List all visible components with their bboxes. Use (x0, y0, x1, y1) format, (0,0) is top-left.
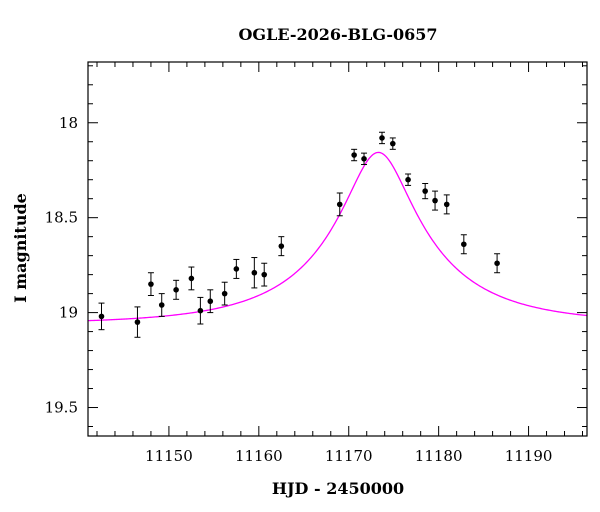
data-marker (405, 176, 411, 183)
axis-ticks (88, 62, 587, 436)
y-tick-label: 18.5 (45, 209, 78, 227)
y-axis-label: I magnitude (11, 193, 30, 303)
data-point (460, 234, 467, 255)
data-point (261, 262, 268, 287)
data-marker (251, 269, 258, 276)
data-marker (351, 152, 357, 158)
data-point (379, 131, 386, 145)
data-marker (443, 201, 450, 208)
y-tick-label: 19 (59, 304, 78, 322)
x-axis-label: HJD - 2450000 (272, 479, 404, 498)
data-point (233, 258, 240, 279)
model-curve-line (87, 151, 588, 322)
data-point (443, 194, 450, 215)
data-marker (379, 135, 385, 141)
data-point (405, 173, 412, 186)
data-marker (197, 307, 204, 314)
data-point (361, 152, 368, 166)
axis-tick-labels: 11150 11160 11170 11180 11190 18 18.5 19 19.5 (45, 114, 553, 465)
x-tick-label: 11160 (235, 447, 283, 465)
data-marker (432, 197, 438, 204)
x-tick-label: 11190 (505, 447, 553, 465)
data-point (158, 293, 165, 317)
data-marker (336, 201, 343, 208)
data-marker (173, 287, 179, 293)
data-marker (221, 290, 228, 297)
data-marker (158, 302, 165, 308)
data-points-layer (98, 131, 501, 338)
data-marker (361, 156, 367, 162)
y-tick-label: 19.5 (45, 399, 78, 417)
data-point (351, 148, 358, 162)
data-marker (134, 319, 141, 325)
data-point (336, 192, 343, 217)
data-marker (494, 260, 500, 267)
data-point (389, 137, 396, 150)
data-point (422, 183, 429, 200)
data-point (134, 306, 141, 338)
data-marker (278, 243, 285, 249)
data-marker (422, 188, 428, 194)
data-point (197, 296, 204, 325)
data-point (147, 272, 154, 297)
data-point (278, 236, 285, 257)
data-point (207, 289, 214, 314)
data-point (188, 266, 195, 291)
data-marker (389, 140, 396, 147)
data-marker (207, 298, 214, 305)
data-point (98, 302, 105, 331)
chart-title: OGLE-2026-BLG-0657 (238, 25, 437, 44)
data-point (221, 281, 228, 306)
data-marker (233, 266, 240, 272)
y-tick-label: 18 (59, 114, 78, 132)
data-marker (461, 241, 467, 248)
data-point (432, 190, 439, 211)
x-tick-label: 11150 (145, 447, 193, 465)
data-point (251, 257, 258, 289)
x-tick-label: 11180 (415, 447, 463, 465)
data-point (173, 279, 180, 300)
plot-frame (87, 61, 588, 437)
data-point (494, 253, 501, 274)
data-marker (188, 275, 195, 282)
data-marker (98, 313, 105, 320)
x-tick-label: 11170 (325, 447, 373, 465)
data-marker (261, 271, 268, 278)
model-curve-layer (87, 151, 588, 322)
data-marker (148, 281, 154, 287)
